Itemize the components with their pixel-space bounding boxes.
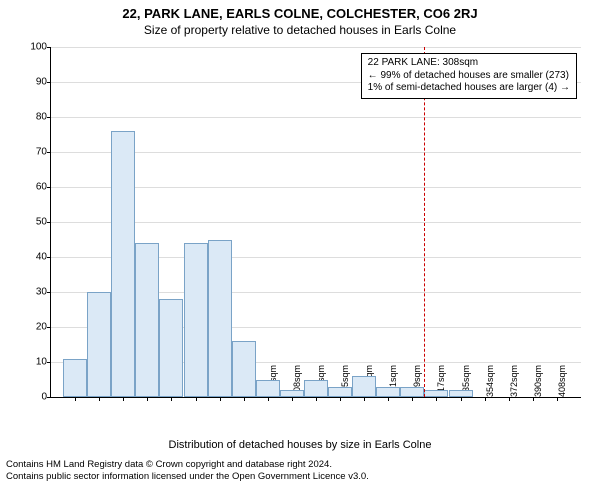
xtick-mark xyxy=(461,397,462,401)
xtick-mark xyxy=(557,397,558,401)
xtick-mark xyxy=(196,397,197,401)
annotation-line: 22 PARK LANE: 308sqm xyxy=(368,57,570,70)
reference-line xyxy=(424,47,425,397)
ytick-label: 30 xyxy=(23,287,51,298)
xtick-label: 408sqm xyxy=(555,365,567,397)
gridline xyxy=(51,47,581,48)
histogram-bar xyxy=(184,243,208,397)
histogram-bar xyxy=(400,387,424,398)
chart-container: Number of detached properties 0102030405… xyxy=(0,37,600,457)
x-axis-label: Distribution of detached houses by size … xyxy=(0,439,600,451)
ytick-label: 50 xyxy=(23,217,51,228)
xtick-mark xyxy=(485,397,486,401)
page-title: 22, PARK LANE, EARLS COLNE, COLCHESTER, … xyxy=(0,6,600,21)
histogram-bar xyxy=(232,341,256,397)
histogram-bar xyxy=(159,299,183,397)
annotation-box: 22 PARK LANE: 308sqm← 99% of detached ho… xyxy=(361,53,577,99)
xtick-mark xyxy=(316,397,317,401)
histogram-bar xyxy=(87,292,111,397)
xtick-mark xyxy=(292,397,293,401)
histogram-bar xyxy=(424,390,448,397)
ytick-label: 10 xyxy=(23,357,51,368)
histogram-bar xyxy=(111,131,135,397)
footer-line: Contains HM Land Registry data © Crown c… xyxy=(6,459,594,471)
histogram-bar xyxy=(449,390,473,397)
footer-attribution: Contains HM Land Registry data © Crown c… xyxy=(0,457,600,483)
gridline xyxy=(51,117,581,118)
xtick-mark xyxy=(99,397,100,401)
histogram-bar xyxy=(208,240,232,398)
xtick-mark xyxy=(364,397,365,401)
ytick-label: 70 xyxy=(23,147,51,158)
histogram-bar xyxy=(280,390,304,397)
histogram-bar xyxy=(63,359,87,398)
xtick-mark xyxy=(340,397,341,401)
xtick-mark xyxy=(412,397,413,401)
xtick-label: 372sqm xyxy=(507,365,519,397)
histogram-bar xyxy=(256,380,280,398)
page-subtitle: Size of property relative to detached ho… xyxy=(0,23,600,37)
annotation-line: 1% of semi-detached houses are larger (4… xyxy=(368,82,570,95)
ytick-label: 100 xyxy=(23,42,51,53)
annotation-line: ← 99% of detached houses are smaller (27… xyxy=(368,70,570,83)
histogram-bar xyxy=(328,387,352,398)
xtick-mark xyxy=(147,397,148,401)
histogram-bar xyxy=(376,387,400,398)
xtick-mark xyxy=(123,397,124,401)
ytick-label: 20 xyxy=(23,322,51,333)
ytick-label: 0 xyxy=(23,392,51,403)
histogram-bar xyxy=(304,380,328,398)
ytick-label: 60 xyxy=(23,182,51,193)
xtick-mark xyxy=(268,397,269,401)
ytick-label: 40 xyxy=(23,252,51,263)
footer-line: Contains public sector information licen… xyxy=(6,471,594,483)
xtick-label: 390sqm xyxy=(531,365,543,397)
xtick-mark xyxy=(244,397,245,401)
xtick-mark xyxy=(436,397,437,401)
histogram-bar xyxy=(135,243,159,397)
xtick-mark xyxy=(75,397,76,401)
plot-area: 010203040506070809010045sqm63sqm81sqm99s… xyxy=(50,47,581,398)
ytick-label: 90 xyxy=(23,77,51,88)
xtick-mark xyxy=(171,397,172,401)
xtick-mark xyxy=(509,397,510,401)
xtick-label: 354sqm xyxy=(483,365,495,397)
ytick-label: 80 xyxy=(23,112,51,123)
xtick-mark xyxy=(533,397,534,401)
histogram-bar xyxy=(352,376,376,397)
xtick-mark xyxy=(388,397,389,401)
xtick-mark xyxy=(220,397,221,401)
